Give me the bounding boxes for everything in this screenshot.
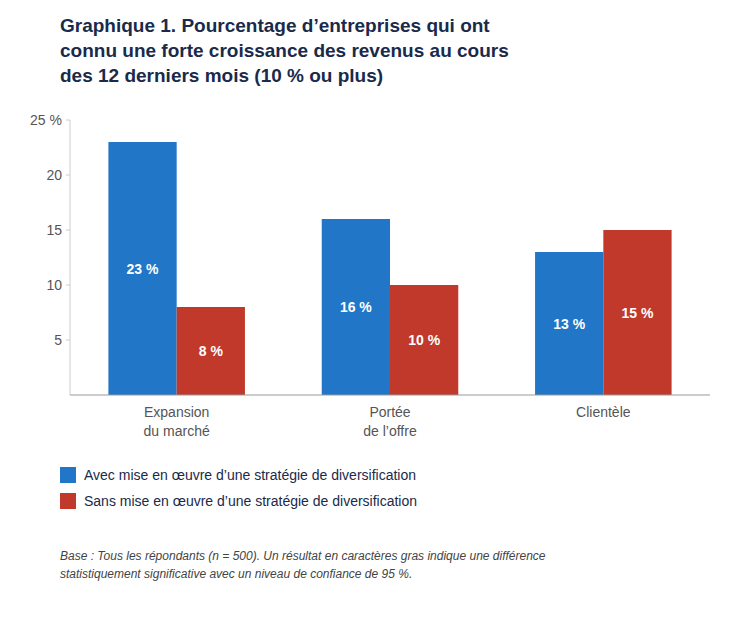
y-tick bbox=[66, 230, 70, 231]
y-axis-line bbox=[70, 120, 71, 395]
text-line: des 12 derniers mois (10 % ou plus) bbox=[60, 65, 383, 86]
data-labels: 23 % 16 % 13 % 8 % 10 % 15 % bbox=[127, 261, 654, 360]
y-tick bbox=[66, 175, 70, 176]
text-line: Clientèle bbox=[576, 404, 631, 420]
legend-swatch bbox=[60, 467, 76, 483]
bar bbox=[322, 219, 390, 395]
x-tick-label: Portée de l’offre bbox=[363, 404, 417, 439]
y-tick-label: 5 bbox=[54, 332, 62, 348]
text-line: de l’offre bbox=[363, 423, 417, 439]
bar bbox=[177, 307, 245, 395]
bar bbox=[535, 252, 603, 395]
chart: Graphique 1. Pourcentage d’entreprises q… bbox=[0, 0, 737, 617]
y-tick bbox=[66, 285, 70, 286]
data-label: 8 % bbox=[199, 343, 224, 359]
data-label: 15 % bbox=[622, 305, 654, 321]
text-line: du marché bbox=[144, 423, 210, 439]
footnote: Base : Tous les répondants (n = 500). Un… bbox=[60, 549, 546, 581]
data-label: 13 % bbox=[553, 316, 585, 332]
x-tick-label: Expansion du marché bbox=[144, 404, 210, 439]
bar bbox=[603, 230, 671, 395]
legend-label: Avec mise en œuvre d’une stratégie de di… bbox=[84, 467, 416, 483]
text-line: connu une forte croissance des revenus a… bbox=[60, 40, 509, 61]
x-tick-label: Clientèle bbox=[576, 404, 631, 420]
y-tick bbox=[66, 340, 70, 341]
data-label: 10 % bbox=[408, 332, 440, 348]
y-tick-label: 10 bbox=[46, 277, 62, 293]
bars bbox=[108, 142, 671, 395]
y-tick-label: 15 bbox=[46, 222, 62, 238]
data-label: 16 % bbox=[340, 299, 372, 315]
text-line: Expansion bbox=[144, 404, 209, 420]
y-tick bbox=[66, 120, 70, 121]
data-label: 23 % bbox=[127, 261, 159, 277]
title: Graphique 1. Pourcentage d’entreprises q… bbox=[60, 15, 509, 86]
legend-label: Sans mise en œuvre d’une stratégie de di… bbox=[84, 493, 417, 509]
text-line: statistiquement significative avec un ni… bbox=[60, 567, 412, 581]
y-tick-label: 20 bbox=[46, 167, 62, 183]
y-tick-label: 25 % bbox=[30, 112, 62, 128]
text-line: Portée bbox=[369, 404, 410, 420]
bar bbox=[390, 285, 458, 395]
text-line: Graphique 1. Pourcentage d’entreprises q… bbox=[60, 15, 490, 36]
legend-swatch bbox=[60, 493, 76, 509]
bar bbox=[108, 142, 176, 395]
text-line: Base : Tous les répondants (n = 500). Un… bbox=[60, 549, 546, 563]
x-axis-line bbox=[70, 395, 710, 396]
